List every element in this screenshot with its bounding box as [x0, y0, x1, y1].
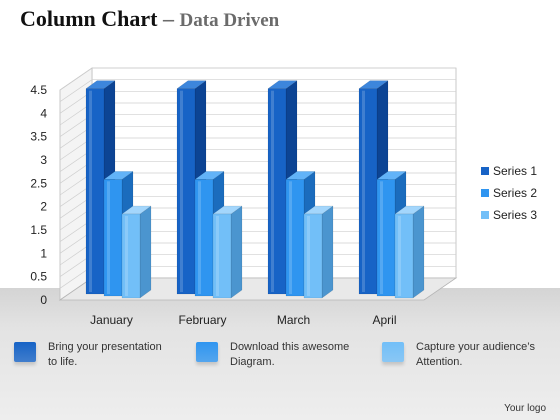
y-tick-label: 0: [40, 293, 47, 307]
x-tick-label-march: March: [277, 313, 310, 327]
x-tick-label-january: January: [90, 313, 133, 327]
legend-label-series-2: Series 2: [493, 186, 537, 200]
x-tick-label-april: April: [372, 313, 396, 327]
bar-march-series-3: [303, 205, 334, 299]
y-tick-label: 1: [40, 246, 47, 260]
footer-logo-text: Your logo: [504, 403, 546, 414]
feature-swatch-2: [196, 342, 218, 362]
gridline: [59, 67, 456, 91]
y-tick-label: 4: [40, 106, 47, 120]
feature-item-2: Download this awesome Diagram.: [196, 340, 349, 370]
column-chart: 0 0.5 1 1.5 2 2.5 3 3.5 4 4.5 January February March…: [30, 67, 537, 327]
feature-item-1: Bring your presentation to life.: [14, 340, 162, 370]
title-main: Column Chart: [20, 6, 158, 31]
legend-label-series-1: Series 1: [493, 164, 537, 178]
bar-january-series-3: [121, 205, 152, 299]
legend-swatch-series-1: [481, 167, 489, 175]
chart-title: Column Chart – Data Driven: [20, 6, 279, 32]
legend-swatch-series-3: [481, 211, 489, 219]
bar-april-series-3: [394, 205, 425, 299]
feature-item-3: Capture your audience’s Attention.: [382, 340, 535, 370]
y-tick-label: 2.5: [30, 176, 47, 190]
feature-swatch-3: [382, 342, 404, 362]
feature-text-2: Download this awesome Diagram.: [230, 341, 350, 368]
y-tick-label: 1.5: [30, 223, 47, 237]
title-dash: –: [163, 6, 175, 31]
legend-swatch-series-2: [481, 189, 489, 197]
x-tick-label-february: February: [178, 313, 226, 327]
y-tick-label: 3: [40, 153, 47, 167]
feature-text-1: Bring your presentation to life.: [48, 341, 162, 368]
gridline: [59, 79, 456, 102]
title-subtitle: Data Driven: [179, 10, 280, 31]
feature-text-3: Capture your audience’s Attention.: [416, 341, 536, 368]
chart-floor: [58, 277, 458, 301]
y-tick-label: 0.5: [30, 270, 47, 284]
feature-swatch-1: [14, 342, 36, 362]
y-tick-label: 3.5: [30, 130, 47, 144]
bar-february-series-3: [212, 205, 243, 299]
y-tick-label: 4.5: [30, 83, 47, 97]
y-tick-label: 2: [40, 200, 47, 214]
legend-label-series-3: Series 3: [493, 208, 537, 222]
floor-band: [0, 288, 560, 420]
